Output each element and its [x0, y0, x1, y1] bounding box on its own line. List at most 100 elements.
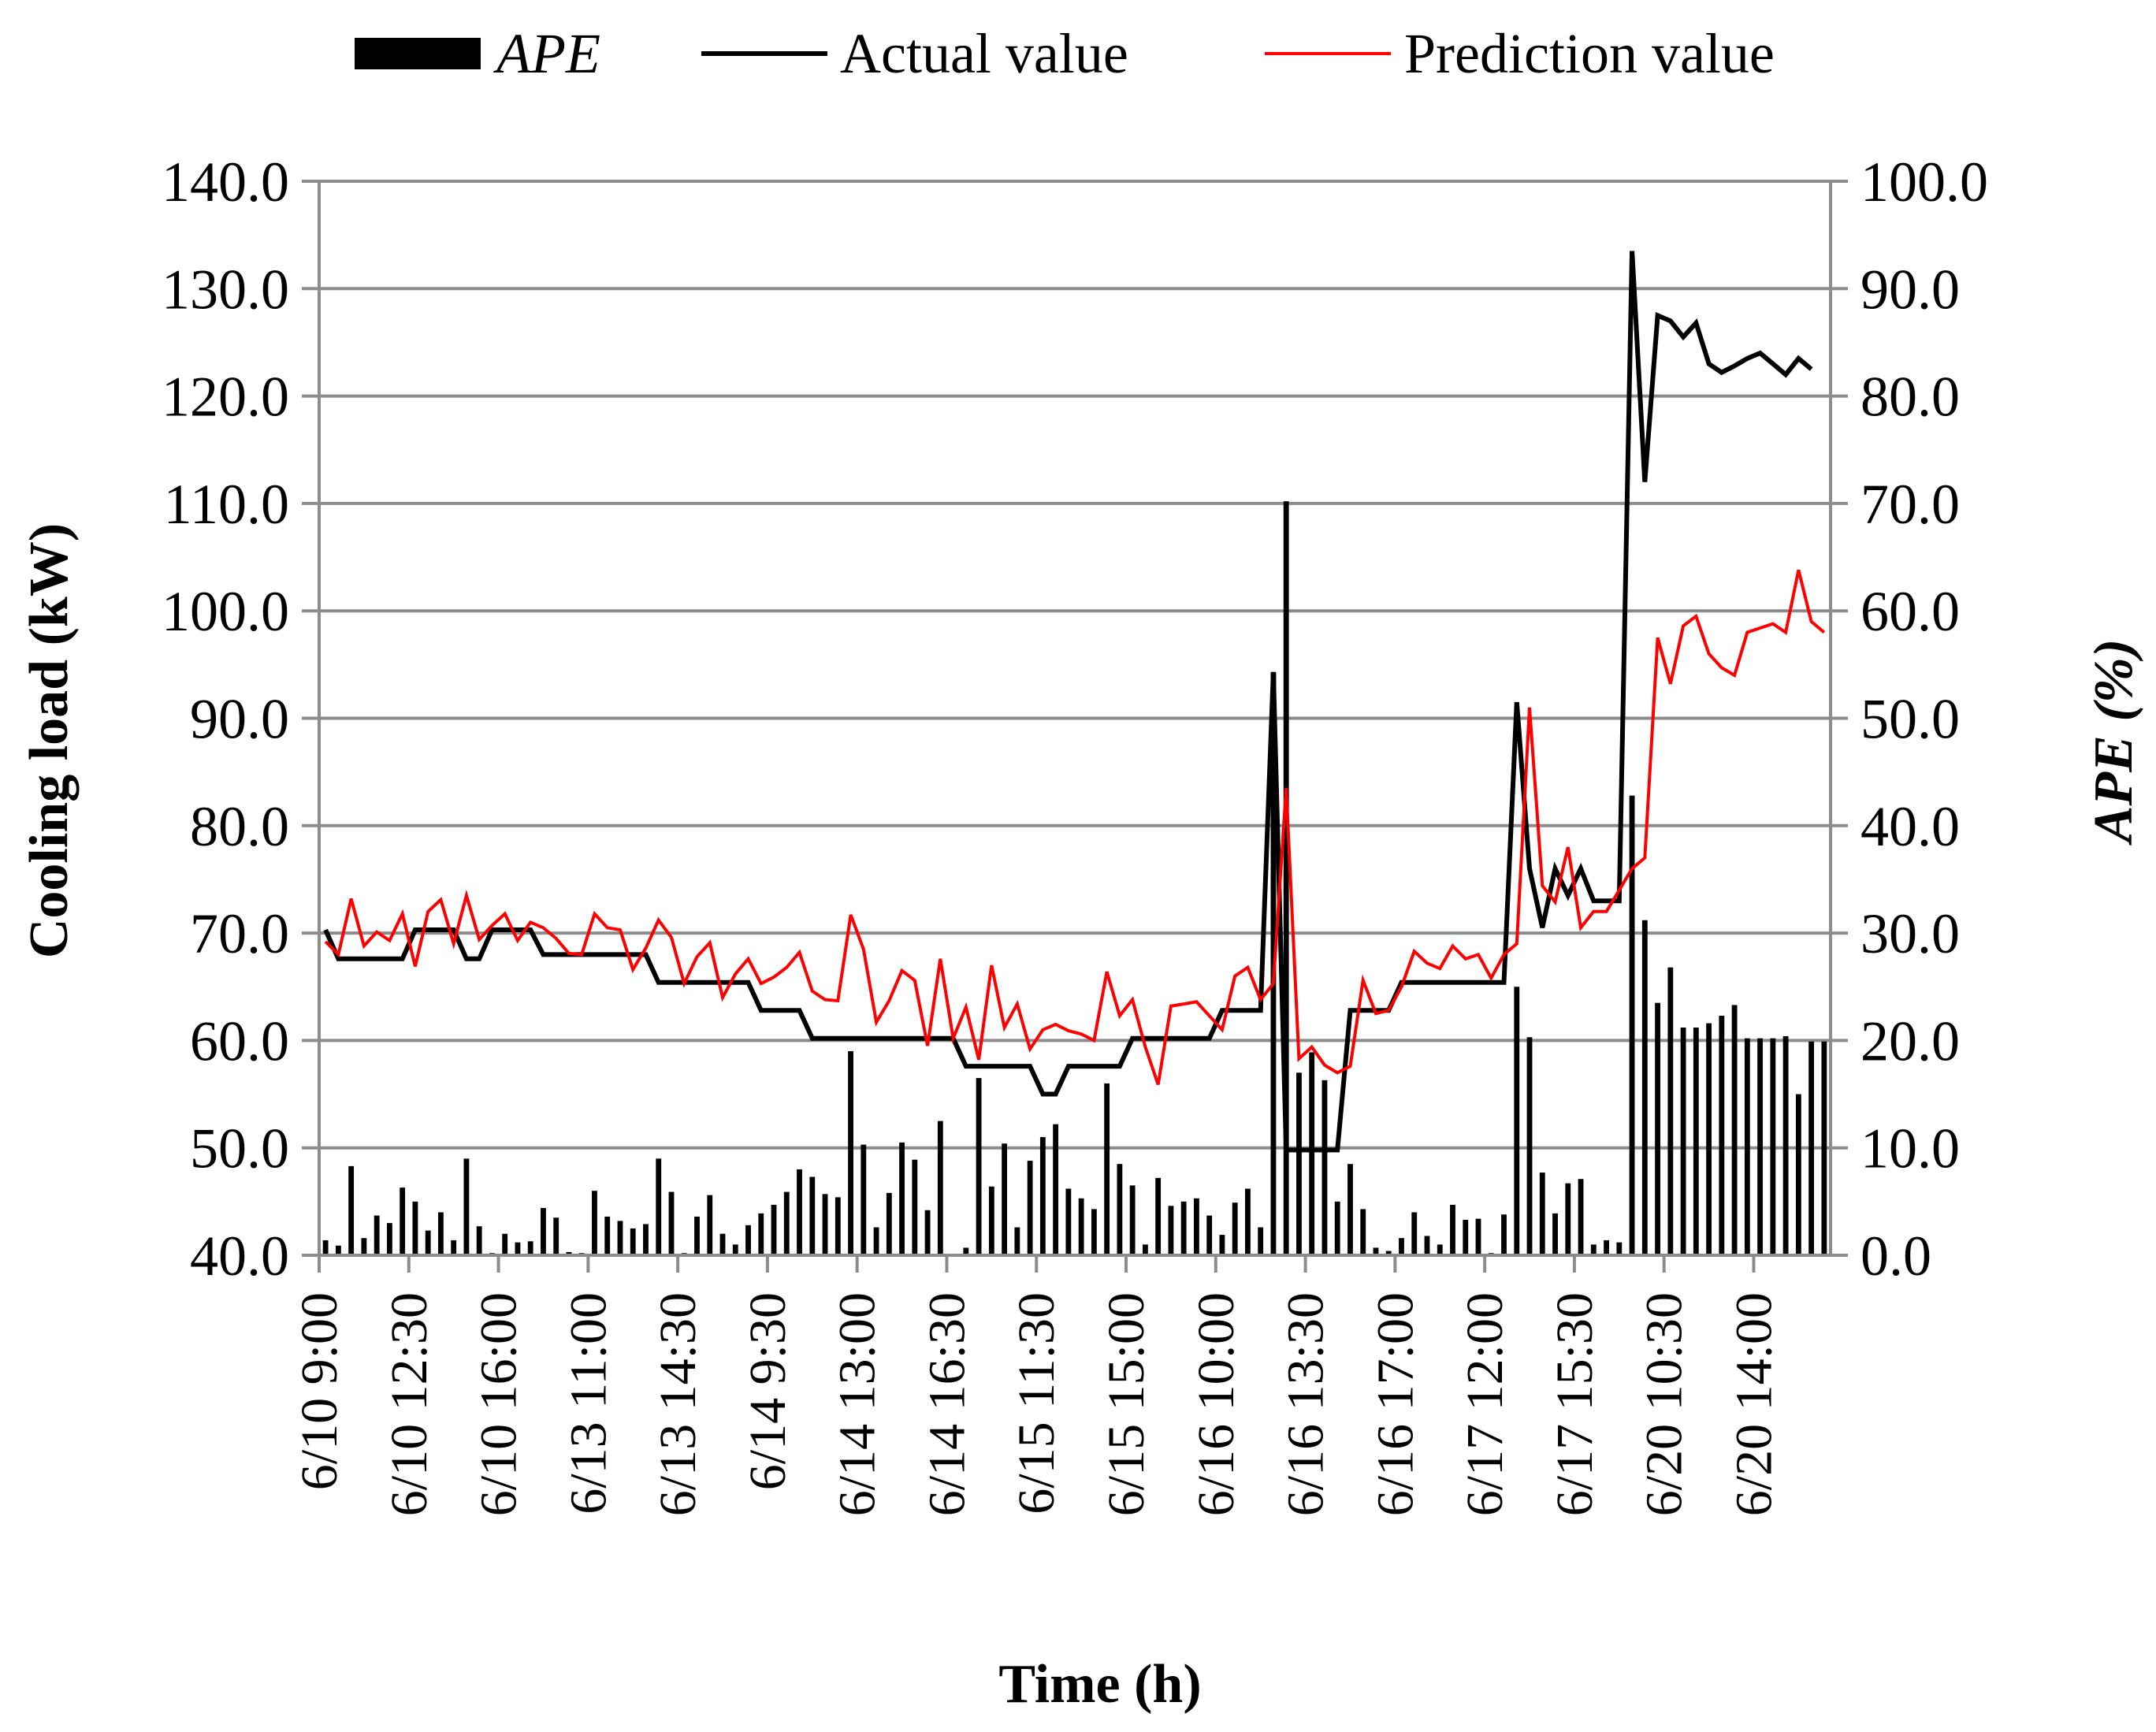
ape-bar — [1463, 1220, 1469, 1255]
ape-bar — [963, 1247, 969, 1255]
ape-bar — [1039, 1137, 1046, 1255]
ape-bar — [861, 1144, 867, 1255]
ape-bar — [1206, 1215, 1213, 1255]
ape-bar — [1424, 1236, 1430, 1255]
ape-bar — [1348, 1164, 1353, 1255]
ape-bar — [1245, 1188, 1251, 1255]
ape-bar — [707, 1195, 713, 1255]
axes — [302, 180, 1848, 1273]
x-tick-label: 6/13 11:00 — [559, 1292, 617, 1515]
ape-bar — [617, 1221, 623, 1255]
ape-bar — [835, 1197, 841, 1255]
y2-tick-label: 20.0 — [1860, 1009, 1960, 1072]
ape-bars — [322, 501, 1827, 1255]
ape-bar — [771, 1204, 777, 1255]
ape-bar — [1258, 1227, 1264, 1255]
y-tick-label: 50.0 — [190, 1117, 289, 1180]
ape-bar — [553, 1217, 559, 1255]
y-tick-label: 130.0 — [162, 258, 289, 321]
y2-tick-label: 40.0 — [1860, 795, 1960, 858]
y2-tick-label: 50.0 — [1860, 688, 1960, 751]
x-tick-label: 6/16 17:00 — [1366, 1292, 1424, 1516]
ape-bar — [1334, 1201, 1340, 1255]
legend: APE Actual value Prediction value — [355, 22, 1775, 85]
ape-bar — [1501, 1214, 1507, 1255]
legend-label-ape: APE — [493, 22, 600, 85]
y2-tick-label: 80.0 — [1860, 366, 1960, 429]
ape-bar — [476, 1226, 482, 1255]
y2-axis-title: APE (%) — [2084, 639, 2144, 846]
ape-bar — [515, 1242, 521, 1255]
actual-value-line — [323, 251, 1813, 1153]
ape-bar — [1232, 1202, 1238, 1255]
ape-bar — [1117, 1164, 1123, 1255]
y-tick-label: 60.0 — [190, 1009, 289, 1072]
x-tick-label: 6/20 10:30 — [1636, 1292, 1693, 1516]
ape-bar — [412, 1201, 418, 1255]
ape-bar — [604, 1216, 611, 1255]
ape-bar — [1385, 1251, 1392, 1255]
ape-bar — [809, 1176, 816, 1255]
ape-bar — [1283, 501, 1289, 1255]
ape-bar — [361, 1238, 367, 1255]
y-tick-label: 120.0 — [162, 366, 289, 429]
ape-bar — [592, 1191, 597, 1255]
ape-bar — [1104, 1083, 1110, 1255]
ape-bar — [1180, 1201, 1187, 1255]
x-tick-label: 6/14 16:30 — [918, 1292, 976, 1516]
ape-bar — [1360, 1209, 1366, 1255]
ape-bar — [1578, 1179, 1584, 1255]
ape-bar — [1757, 1038, 1764, 1255]
ape-bar — [502, 1233, 508, 1255]
ape-bar — [912, 1159, 918, 1255]
ape-bar — [937, 1121, 943, 1255]
ape-bar — [1641, 920, 1648, 1255]
y-tick-label: 90.0 — [190, 688, 289, 751]
y-tick-label: 110.0 — [164, 473, 289, 536]
ape-bar — [1565, 1183, 1571, 1255]
ape-bar — [541, 1208, 546, 1255]
ape-bar — [463, 1158, 470, 1255]
ape-bar — [1526, 1037, 1533, 1255]
ape-bar — [745, 1225, 751, 1255]
ape-bar — [630, 1228, 636, 1255]
legend-label-actual: Actual value — [840, 22, 1128, 85]
ape-bar — [1194, 1198, 1199, 1255]
x-tick-label: 6/15 15:00 — [1098, 1292, 1155, 1516]
x-axis-title: Time (h) — [998, 1654, 1201, 1715]
ape-bar — [1706, 1023, 1712, 1255]
ape-bar — [1014, 1227, 1020, 1255]
ape-bar — [1053, 1124, 1059, 1255]
grid-lines — [319, 180, 1831, 1257]
ape-bar — [873, 1227, 879, 1255]
ape-bar — [1142, 1244, 1148, 1255]
ape-bar — [1155, 1177, 1162, 1255]
ape-bar — [924, 1210, 931, 1255]
y2-tick-label: 0.0 — [1860, 1225, 1931, 1288]
ape-bar — [1616, 1242, 1623, 1255]
ape-bar — [976, 1078, 982, 1255]
y-tick-label: 40.0 — [190, 1225, 289, 1288]
ape-bar — [848, 1051, 853, 1255]
x-tick-label: 6/20 14:00 — [1725, 1292, 1782, 1516]
x-tick-label: 6/10 16:00 — [470, 1292, 528, 1516]
ape-bar — [1744, 1038, 1750, 1255]
ape-bar — [1655, 1002, 1660, 1255]
x-tick-label: 6/14 9:30 — [739, 1292, 797, 1490]
ape-bar — [1782, 1035, 1789, 1255]
ape-bar — [348, 1165, 355, 1255]
y2-tick-label: 100.0 — [1860, 151, 1988, 214]
ape-bar — [451, 1240, 457, 1255]
ape-bar — [400, 1187, 406, 1255]
ape-bar — [1808, 1041, 1815, 1255]
tick-labels: 40.0 50.0 60.0 70.0 80.0 90.0 100.0 110.0 120.0 1… — [162, 151, 1988, 1516]
legend-swatch-ape — [355, 38, 481, 69]
ape-bar — [322, 1240, 329, 1255]
ape-bar — [1309, 1052, 1315, 1255]
ape-bar — [1129, 1185, 1136, 1255]
x-tick-label: 6/15 11:30 — [1008, 1292, 1065, 1515]
ape-bar — [1629, 795, 1635, 1255]
y-tick-label: 100.0 — [162, 580, 289, 643]
x-tick-label: 6/10 9:00 — [291, 1292, 348, 1490]
